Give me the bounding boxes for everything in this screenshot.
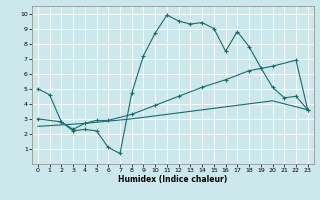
X-axis label: Humidex (Indice chaleur): Humidex (Indice chaleur) [118,175,228,184]
